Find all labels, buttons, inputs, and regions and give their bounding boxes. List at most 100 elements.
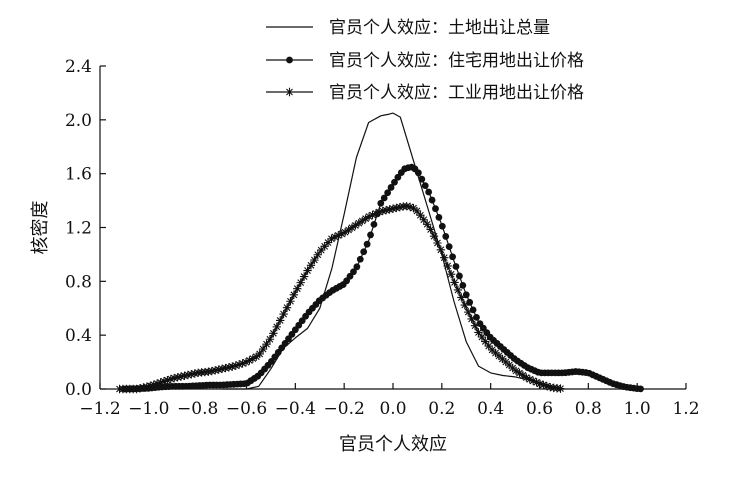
data-point [505, 360, 514, 370]
data-point [221, 363, 230, 373]
data-point [449, 253, 456, 261]
series-layer [115, 112, 644, 394]
data-point [387, 184, 395, 191]
data-point [535, 379, 545, 388]
x-tick-label: 0.4 [477, 399, 504, 419]
y-tick-label: 1.2 [65, 219, 92, 239]
data-point [173, 373, 182, 382]
y-tick-label: 2.4 [65, 57, 92, 77]
y-axis-title: 核密度 [30, 201, 51, 255]
data-point [515, 368, 524, 378]
data-point [190, 369, 199, 378]
data-point [426, 225, 435, 234]
data-point [462, 291, 470, 299]
series-2 [121, 163, 644, 393]
data-point [334, 231, 343, 240]
data-point [442, 233, 450, 240]
data-point [539, 380, 548, 390]
data-point [149, 380, 158, 389]
data-point [418, 175, 426, 183]
data-point [241, 358, 251, 367]
legend-marker [286, 56, 293, 64]
data-point [224, 363, 234, 372]
data-point [370, 220, 378, 228]
data-point [327, 234, 336, 244]
data-point [364, 212, 374, 221]
series-line [222, 112, 565, 390]
x-tick-label: −0.2 [324, 399, 365, 419]
data-point [525, 375, 534, 384]
data-point [460, 300, 469, 310]
data-point [542, 381, 552, 391]
data-point [313, 250, 322, 259]
x-tick-label: −0.6 [226, 399, 267, 419]
x-tick-label: −1.0 [128, 399, 169, 419]
data-point [453, 285, 463, 295]
data-point [456, 272, 463, 280]
data-point [381, 205, 391, 215]
data-point [217, 364, 227, 374]
x-tick-label: 0.6 [526, 399, 553, 419]
data-point [556, 384, 565, 393]
data-point [354, 218, 364, 228]
data-point [272, 322, 281, 332]
data-point [303, 266, 312, 275]
data-point [296, 278, 305, 287]
data-point [391, 178, 398, 186]
data-point [180, 371, 189, 380]
data-point [518, 371, 528, 380]
data-point [491, 348, 500, 358]
data-point [435, 213, 443, 221]
data-point [275, 316, 285, 325]
data-point [358, 216, 367, 226]
data-point [498, 354, 507, 364]
data-point [487, 345, 497, 355]
data-point [252, 352, 261, 361]
data-point [446, 270, 456, 279]
y-tick-label: 2.0 [65, 111, 92, 131]
data-point [156, 378, 165, 387]
data-point [231, 361, 240, 370]
data-point [380, 194, 388, 202]
data-point [429, 232, 439, 241]
x-tick-label: −0.8 [177, 399, 218, 419]
data-point [286, 297, 295, 306]
data-point [187, 370, 196, 379]
data-point [214, 365, 223, 374]
data-point [207, 366, 217, 376]
data-point [344, 225, 353, 235]
data-point [388, 204, 398, 213]
data-point [228, 362, 237, 371]
data-point [279, 309, 288, 319]
data-point [416, 211, 425, 220]
data-point [317, 245, 326, 255]
data-point [135, 384, 145, 393]
data-point [248, 354, 258, 363]
data-point [428, 196, 436, 204]
data-point [262, 339, 271, 349]
data-point [508, 363, 517, 373]
data-point [368, 210, 377, 220]
x-tick-label: 0.0 [379, 399, 406, 419]
x-tick-label: −1.2 [79, 399, 120, 419]
x-tick-label: 1.2 [672, 399, 699, 419]
data-point [459, 281, 467, 289]
legend-item-3: 官员个人效应：工业用地出让价格 [266, 83, 584, 103]
data-point [166, 374, 176, 384]
data-point [385, 205, 394, 214]
data-point [265, 335, 275, 344]
data-point [522, 373, 531, 382]
data-point [481, 337, 490, 346]
data-point [269, 329, 278, 338]
y-tick-label: 0.0 [65, 380, 92, 400]
data-point [637, 385, 644, 393]
data-point [438, 222, 446, 230]
data-point [282, 303, 292, 312]
data-point [384, 189, 392, 197]
data-point [474, 328, 483, 337]
data-point [310, 255, 319, 265]
axes: 0.0 0.4 0.8 1.2 1.6 2.0 2.4 −1.2 −1.0 −0.8 −0.6 −0.… [65, 57, 700, 419]
data-point [412, 206, 422, 216]
data-point [146, 381, 155, 391]
